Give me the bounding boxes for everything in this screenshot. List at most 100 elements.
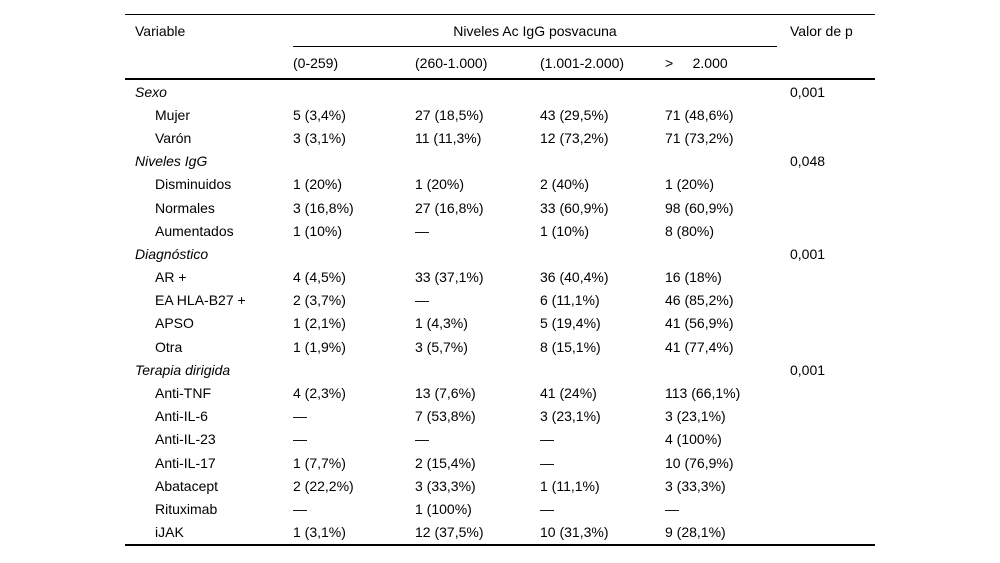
value-col4: 46 (85,2%) [665,292,734,309]
value-col2: 33 (37,1%) [415,269,484,286]
table-header-row-1: Variable Niveles Ac IgG posvacuna Valor … [125,15,875,47]
row-label: Anti-TNF [155,385,211,402]
value-col2: 27 (16,8%) [415,199,484,216]
value-col2: 2 (15,4%) [415,454,476,471]
row-label: Disminuidos [155,176,232,193]
item-row: Anti-IL-23 — — — 4 (100%) [125,428,875,451]
item-row: Normales 3 (16,8%) 27 (16,8%) 33 (60,9%) 98 … [125,196,875,219]
value-col1: 4 (2,3%) [293,385,346,402]
row-label: Sexo [135,83,167,100]
row-label: Niveles IgG [135,153,208,170]
value-col4: 41 (77,4%) [665,338,734,355]
value-col1: 4 (4,5%) [293,269,346,286]
value-col1: — [293,408,307,425]
value-col4: 71 (73,2%) [665,129,734,146]
value-col1: 5 (3,4%) [293,106,346,123]
item-row: Disminuidos 1 (20%) 1 (20%) 2 (40%) 1 (20%) [125,173,875,196]
value-col3: — [540,454,554,471]
value-col3: — [540,500,554,517]
item-row: Anti-TNF 4 (2,3%) 13 (7,6%) 41 (24%) 113 (66… [125,381,875,404]
row-label: Mujer [155,106,191,123]
value-col3: 41 (24%) [540,385,597,402]
table-body: Sexo 0,001 Mujer 5 (3,4%) 27 (18,5%) 43 (29,5… [125,80,875,544]
item-row: Aumentados 1 (10%) — 1 (10%) 8 (80%) [125,219,875,242]
row-label: Terapia dirigida [135,361,231,378]
value-col3: 33 (60,9%) [540,199,609,216]
row-label: Anti-IL-6 [155,408,208,425]
value-col2: — [415,292,429,309]
value-col3: 2 (40%) [540,176,590,193]
item-row: EA HLA-B27 + 2 (3,7%) — 6 (11,1%) 46 (85,2%) [125,289,875,312]
value-col2: 13 (7,6%) [415,385,476,402]
value-col3: 1 (10%) [540,222,590,239]
value-col2: 3 (33,3%) [415,477,476,494]
row-label: Anti-IL-17 [155,454,216,471]
value-col1: — [293,500,307,517]
value-col3: — [540,431,554,448]
value-col4: 9 (28,1%) [665,524,726,541]
value-col1: 1 (2,1%) [293,315,346,332]
value-col2: 3 (5,7%) [415,338,468,355]
subcolumn-range-4: > 2.000 [665,54,728,71]
item-row: AR + 4 (4,5%) 33 (37,1%) 36 (40,4%) 16 (18%) [125,266,875,289]
column-header-igg-levels-span: Niveles Ac IgG posvacuna [293,15,777,47]
value-col4: 3 (33,3%) [665,477,726,494]
value-col1: 1 (3,1%) [293,524,346,541]
item-row: Otra 1 (1,9%) 3 (5,7%) 8 (15,1%) 41 (77,4%) [125,335,875,358]
results-table: Variable Niveles Ac IgG posvacuna Valor … [125,14,875,546]
value-col4: 10 (76,9%) [665,454,734,471]
value-col4: 41 (56,9%) [665,315,734,332]
value-col2: 1 (100%) [415,500,472,517]
row-label: Diagnóstico [135,245,209,262]
item-row: Mujer 5 (3,4%) 27 (18,5%) 43 (29,5%) 71 (48,… [125,103,875,126]
value-col3: 1 (11,1%) [540,477,600,494]
value-col3: 3 (23,1%) [540,408,601,425]
value-col4: 98 (60,9%) [665,199,734,216]
value-col1: 3 (3,1%) [293,129,346,146]
item-row: Anti-IL-6 — 7 (53,8%) 3 (23,1%) 3 (23,1%) [125,405,875,428]
value-col2: 1 (20%) [415,176,465,193]
row-label: Otra [155,338,183,355]
table-header-row-2: (0-259) (260-1.000) (1.001-2.000) > 2.00… [125,47,875,80]
value-col4: 71 (48,6%) [665,106,734,123]
subcolumn-range-3: (1.001-2.000) [540,54,625,71]
value-col2: 1 (4,3%) [415,315,468,332]
row-label: Normales [155,199,215,216]
group-row: Diagnóstico 0,001 [125,242,875,265]
value-col3: 10 (31,3%) [540,524,609,541]
row-label: EA HLA-B27 + [155,292,246,309]
value-col1: 1 (20%) [293,176,343,193]
value-col4: 3 (23,1%) [665,408,726,425]
column-header-p-value: Valor de p [790,23,853,39]
item-row: Rituximab — 1 (100%) — — [125,497,875,520]
value-col2: 12 (37,5%) [415,524,484,541]
p-value: 0,048 [790,153,826,170]
value-col1: 3 (16,8%) [293,199,354,216]
row-label: APSO [155,315,194,332]
item-row: iJAK 1 (3,1%) 12 (37,5%) 10 (31,3%) 9 (28,1%… [125,521,875,544]
row-label: iJAK [155,524,184,541]
value-col4: — [665,500,679,517]
group-row: Terapia dirigida 0,001 [125,358,875,381]
value-col3: 12 (73,2%) [540,129,609,146]
value-col2: — [415,431,429,448]
value-col1: 1 (7,7%) [293,454,346,471]
row-label: Aumentados [155,222,234,239]
group-row: Sexo 0,001 [125,80,875,103]
row-label: AR + [155,269,187,286]
value-col3: 5 (19,4%) [540,315,601,332]
group-row: Niveles IgG 0,048 [125,150,875,173]
subcolumn-range-1: (0-259) [293,54,339,71]
value-col1: 2 (22,2%) [293,477,354,494]
value-col4: 16 (18%) [665,269,722,286]
value-col1: 2 (3,7%) [293,292,346,309]
row-label: Rituximab [155,500,218,517]
row-label: Abatacept [155,477,219,494]
item-row: APSO 1 (2,1%) 1 (4,3%) 5 (19,4%) 41 (56,9%) [125,312,875,335]
item-row: Abatacept 2 (22,2%) 3 (33,3%) 1 (11,1%) 3 (3… [125,474,875,497]
value-col3: 36 (40,4%) [540,269,609,286]
p-value: 0,001 [790,83,826,100]
value-col3: 43 (29,5%) [540,106,609,123]
value-col4: 1 (20%) [665,176,715,193]
